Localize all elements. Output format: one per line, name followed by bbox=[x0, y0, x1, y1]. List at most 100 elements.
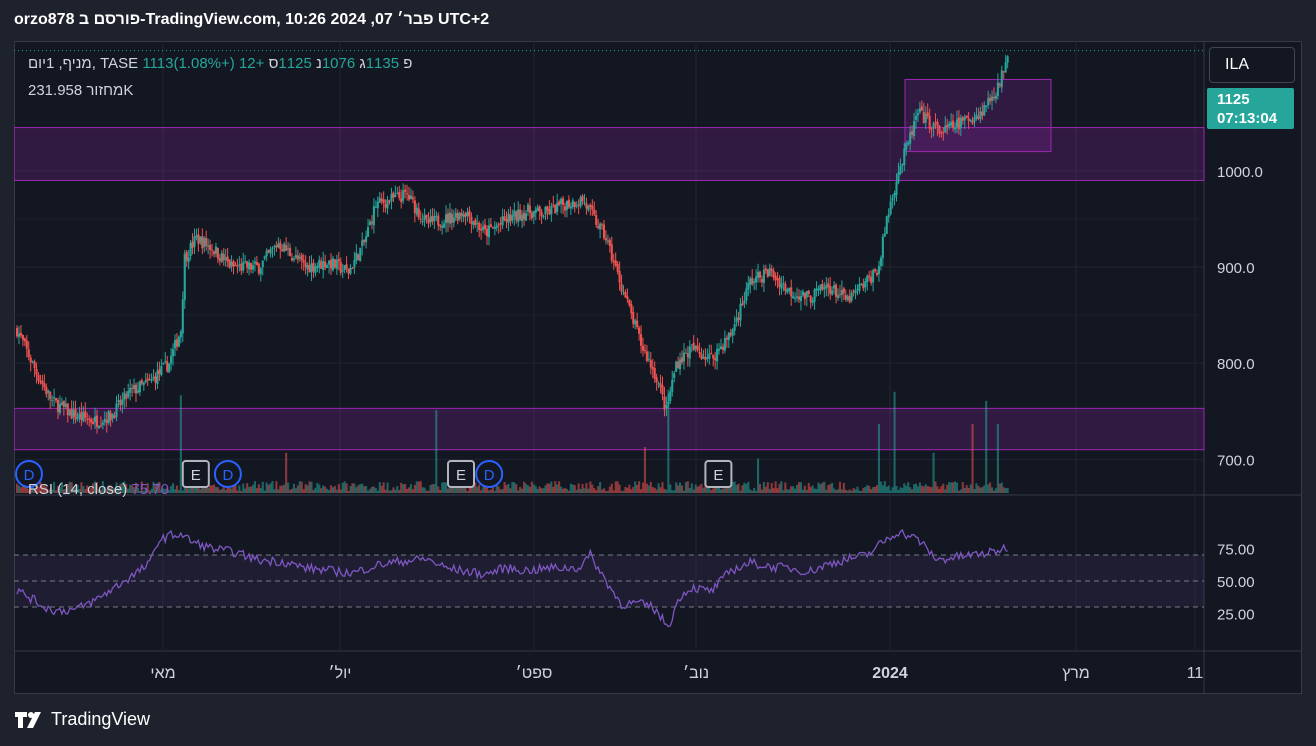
candle-body bbox=[495, 225, 498, 228]
candle-body bbox=[166, 361, 169, 372]
volume-bar bbox=[575, 489, 578, 493]
volume-bar bbox=[743, 482, 746, 493]
price-tick-label: 700.0 bbox=[1217, 452, 1255, 469]
volume-bar bbox=[183, 483, 186, 493]
candle-body bbox=[721, 347, 724, 350]
candle-body bbox=[815, 288, 818, 291]
volume-bar bbox=[755, 490, 758, 493]
volume-bar bbox=[66, 483, 69, 493]
volume-bar bbox=[253, 481, 256, 493]
volume-bar bbox=[657, 483, 660, 493]
volume-bar bbox=[31, 485, 34, 493]
volume-bar bbox=[448, 486, 451, 493]
candle-body bbox=[885, 216, 888, 234]
volume-bar bbox=[926, 486, 929, 493]
candle-body bbox=[950, 121, 953, 126]
volume-bar bbox=[228, 487, 231, 493]
open-label: פ bbox=[403, 55, 413, 72]
volume-bar bbox=[616, 481, 619, 493]
chart-svg[interactable]: D E D E D E 1000.0 900.0 800.0 700.0 75.00 50.00 25… bbox=[14, 41, 1302, 694]
volume-bar bbox=[160, 489, 163, 493]
candle-body bbox=[99, 425, 102, 427]
candle-body bbox=[507, 213, 510, 223]
volume-bar bbox=[277, 489, 280, 493]
volume-bar bbox=[534, 486, 537, 493]
volume-bar bbox=[696, 486, 699, 493]
candle-body bbox=[222, 253, 225, 261]
volume-bar bbox=[242, 483, 245, 493]
volume-bar bbox=[686, 481, 689, 493]
volume-bar bbox=[142, 490, 145, 493]
volume-bar bbox=[62, 489, 65, 493]
volume-bar bbox=[306, 485, 309, 493]
volume-bar bbox=[731, 481, 734, 493]
volume-bar bbox=[618, 484, 621, 493]
time-tick-label: מרץ bbox=[1062, 665, 1090, 682]
volume-bar bbox=[175, 485, 178, 493]
volume-bar bbox=[329, 485, 333, 493]
volume-bar bbox=[661, 482, 664, 493]
candle-body bbox=[860, 283, 863, 285]
candle-body bbox=[766, 269, 769, 277]
candle-body bbox=[450, 213, 453, 223]
volume-bar bbox=[435, 410, 438, 493]
candle-body bbox=[946, 124, 949, 128]
volume-bar bbox=[735, 484, 738, 493]
volume-bar bbox=[64, 488, 67, 493]
volume-bar bbox=[95, 482, 99, 493]
volume-bar bbox=[996, 424, 999, 493]
candle-body bbox=[179, 331, 182, 338]
candle-body bbox=[940, 132, 943, 134]
volume-bar bbox=[753, 488, 756, 493]
candle-body bbox=[172, 349, 175, 357]
candle-body bbox=[17, 333, 21, 337]
candle-body bbox=[269, 249, 272, 254]
candle-body bbox=[874, 269, 877, 272]
candle-body bbox=[56, 400, 60, 412]
candle-body bbox=[579, 197, 582, 207]
volume-bar bbox=[314, 487, 317, 493]
volume-bar bbox=[487, 490, 490, 493]
volume-bar bbox=[790, 486, 793, 493]
candle-body bbox=[58, 403, 61, 413]
volume-bar bbox=[197, 486, 200, 493]
volume-bar bbox=[138, 490, 141, 493]
volume-bar bbox=[875, 485, 879, 493]
volume-bar bbox=[569, 483, 572, 493]
candle-body bbox=[170, 355, 173, 364]
candle-body bbox=[1004, 62, 1007, 73]
candle-body bbox=[688, 346, 691, 359]
rsi-tick-label: 25.00 bbox=[1217, 607, 1255, 624]
candle-body bbox=[987, 98, 990, 106]
volume-bar bbox=[874, 486, 877, 493]
volume-bar bbox=[125, 483, 128, 493]
volume-bar bbox=[684, 482, 687, 493]
candle-body bbox=[887, 214, 890, 218]
candle-body bbox=[255, 262, 258, 265]
volume-bar bbox=[868, 485, 871, 493]
volume-bar bbox=[700, 483, 703, 493]
volume-bar bbox=[862, 488, 865, 493]
tradingview-logo[interactable]: TradingView bbox=[15, 709, 150, 730]
volume-bar bbox=[698, 485, 701, 493]
candle-body bbox=[421, 221, 424, 223]
candle-body bbox=[74, 409, 77, 420]
volume-bar bbox=[92, 483, 95, 493]
candle-body bbox=[283, 243, 286, 252]
volume-bar bbox=[887, 485, 890, 493]
volume-bar bbox=[589, 481, 592, 493]
candle-body bbox=[441, 226, 444, 228]
volume-bar bbox=[946, 484, 949, 493]
candle-body bbox=[125, 394, 128, 399]
candle-body bbox=[41, 380, 44, 385]
candle-body bbox=[493, 226, 496, 230]
candle-body bbox=[19, 332, 22, 336]
candle-body bbox=[454, 212, 457, 218]
candle-body bbox=[435, 216, 438, 218]
currency-button[interactable]: ILA bbox=[1209, 47, 1295, 83]
candle-body bbox=[774, 275, 777, 281]
volume-bar bbox=[214, 487, 217, 493]
candle-body bbox=[565, 200, 568, 210]
candle-body bbox=[341, 270, 344, 272]
volume-bar bbox=[907, 482, 910, 493]
